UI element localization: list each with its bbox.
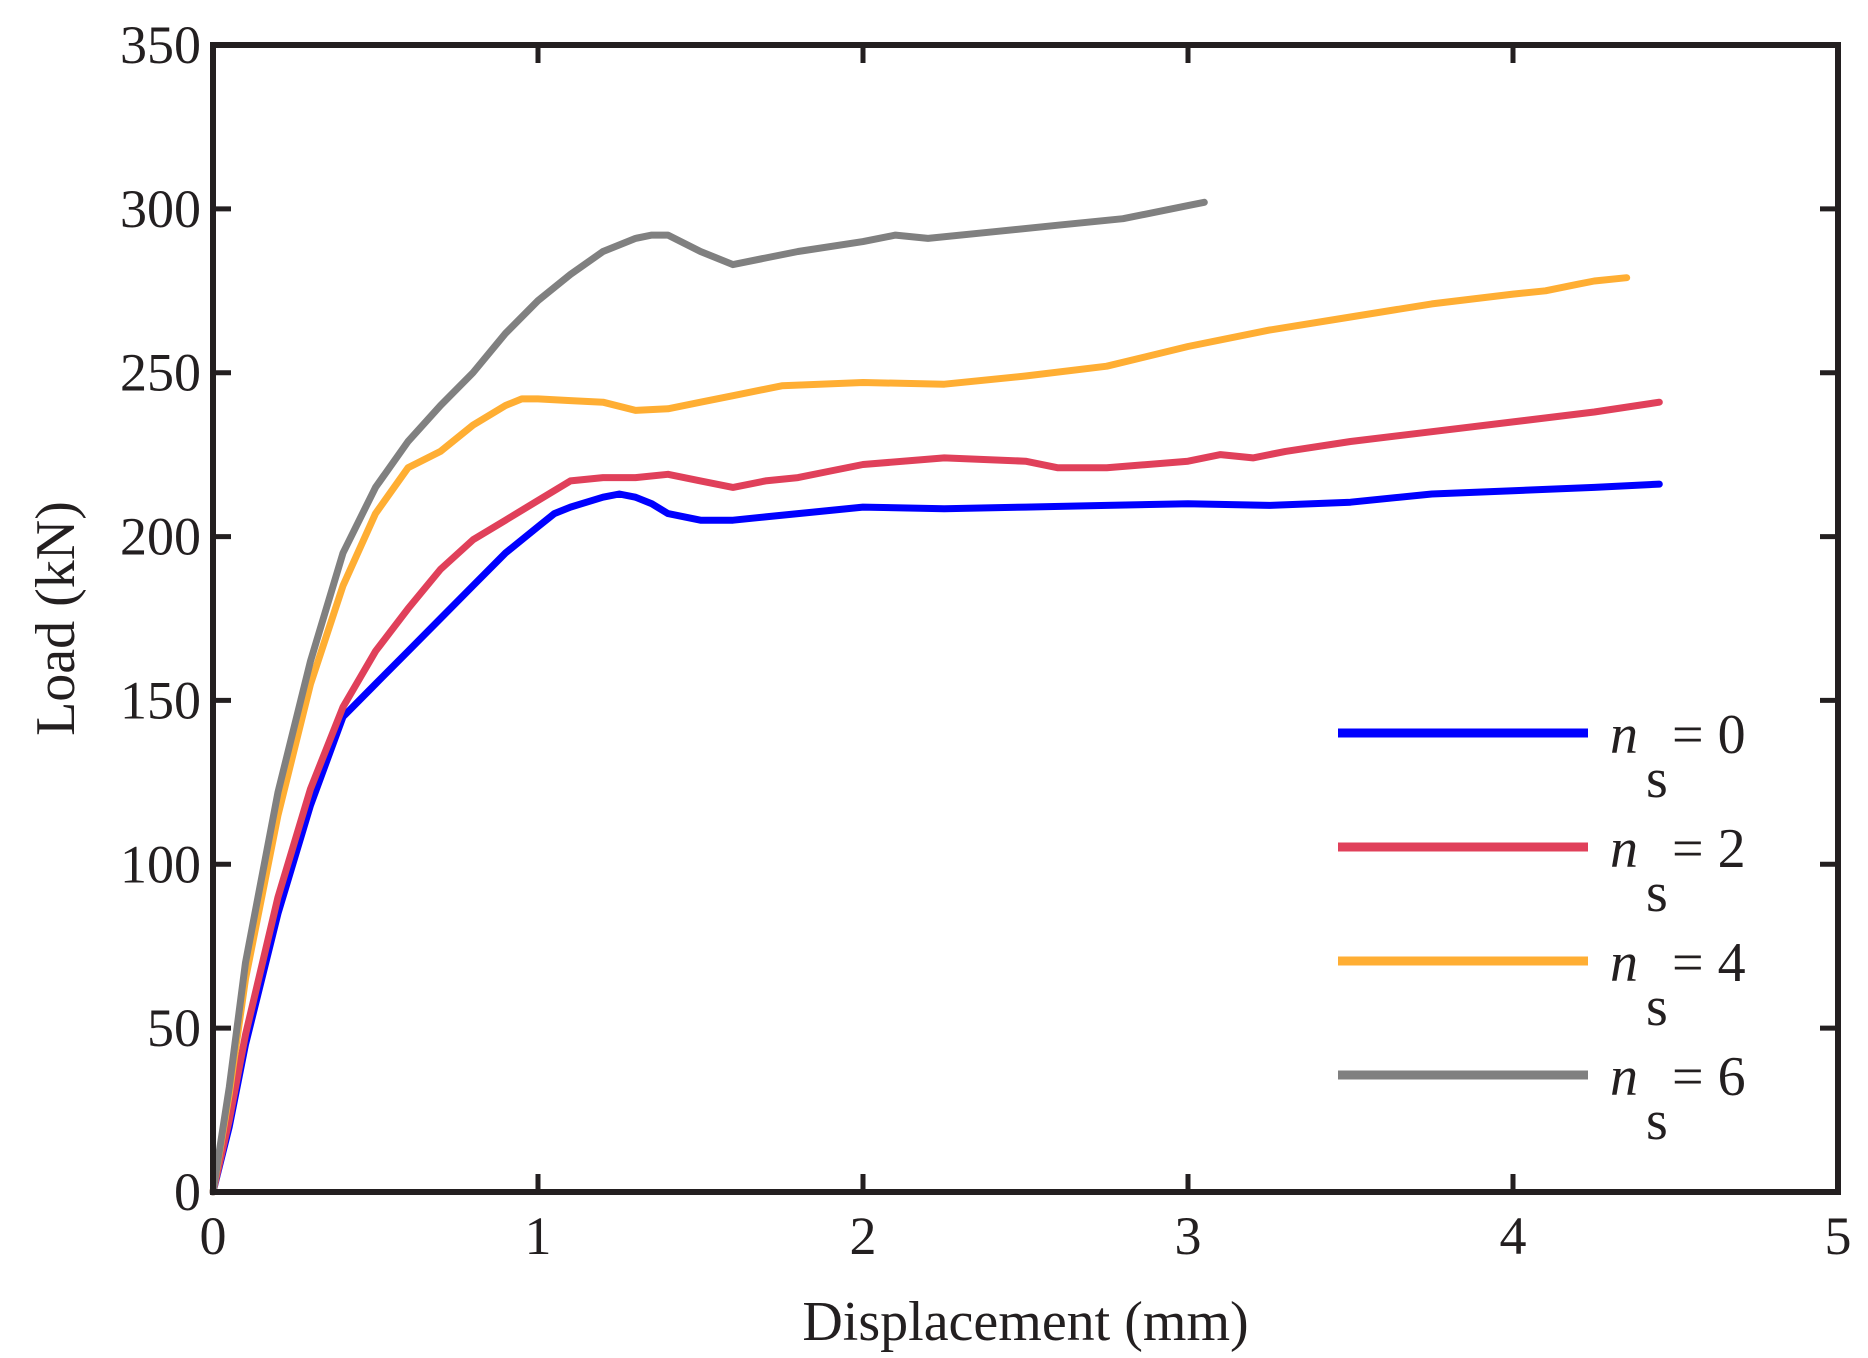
legend-value-0: = 0 <box>1672 704 1746 766</box>
legend-value-3: = 6 <box>1672 1046 1746 1108</box>
plot-area-frame <box>210 42 1841 1195</box>
y-tick-label: 250 <box>120 343 201 403</box>
series-line-1 <box>209 398 1663 1196</box>
x-tick-label: 0 <box>200 1206 227 1266</box>
legend-value-2: = 4 <box>1672 932 1746 994</box>
series-line-3 <box>209 198 1208 1196</box>
y-tick-label: 350 <box>120 15 201 75</box>
legend-symbol-1: n <box>1610 818 1638 880</box>
x-tick-label: 2 <box>850 1206 877 1266</box>
y-tick-label: 300 <box>120 179 201 239</box>
y-tick-label: 200 <box>120 507 201 567</box>
legend-subscript-2: s <box>1646 976 1668 1038</box>
series-line-0 <box>209 480 1663 1196</box>
legend-symbol-2: n <box>1610 932 1638 994</box>
series-layer <box>209 198 1663 1196</box>
y-axis-title: Load (kN) <box>25 501 87 736</box>
y-tick-label: 150 <box>120 670 201 730</box>
x-tick-label: 5 <box>1825 1206 1852 1266</box>
y-tick-label: 0 <box>174 1162 201 1222</box>
legend-subscript-0: s <box>1646 748 1668 810</box>
legend: ns= 0ns= 2ns= 4ns= 6 <box>1338 704 1746 1152</box>
legend-symbol-0: n <box>1610 704 1638 766</box>
x-axis-title: Displacement (mm) <box>802 1291 1248 1353</box>
series-line-2 <box>209 274 1631 1196</box>
x-tick-label: 4 <box>1500 1206 1527 1266</box>
x-tick-label: 3 <box>1175 1206 1202 1266</box>
legend-subscript-3: s <box>1646 1090 1668 1152</box>
legend-value-1: = 2 <box>1672 818 1746 880</box>
y-tick-label: 100 <box>120 834 201 894</box>
x-tick-label: 1 <box>525 1206 552 1266</box>
legend-subscript-1: s <box>1646 862 1668 924</box>
y-tick-label: 50 <box>147 998 201 1058</box>
legend-symbol-3: n <box>1610 1046 1638 1108</box>
